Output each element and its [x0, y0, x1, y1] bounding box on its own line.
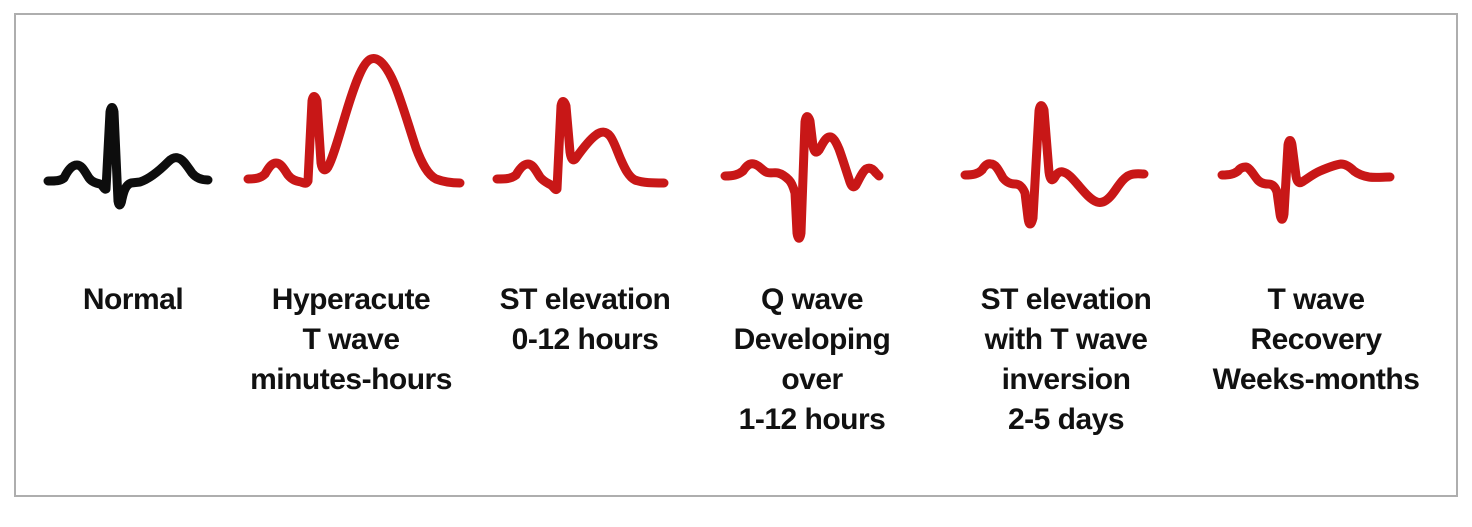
ecg-trace-normal [43, 103, 213, 210]
stage-label-normal: Normal [82, 283, 184, 316]
ecg-trace-st-elevation [492, 97, 669, 194]
ecg-trace-t-wave-recovery [1217, 136, 1395, 224]
stage-label-q-wave-developing: Q wave Developing over 1-12 hours [733, 283, 891, 436]
stage-label-st-elevation: ST elevation 0-12 hours [499, 283, 671, 356]
stage-label-st-elevation-t-inversion: ST elevation with T wave inversion 2-5 d… [980, 283, 1152, 436]
diagram-panel [14, 13, 1458, 497]
ecg-trace-hyperacute-t-wave [243, 54, 465, 188]
stage-label-hyperacute-t-wave: Hyperacute T wave minutes-hours [250, 283, 452, 396]
ecg-trace-st-elevation-t-inversion [960, 101, 1149, 229]
stage-label-t-wave-recovery: T wave Recovery Weeks-months [1212, 283, 1420, 396]
ecg-trace-q-wave-developing [720, 112, 884, 243]
